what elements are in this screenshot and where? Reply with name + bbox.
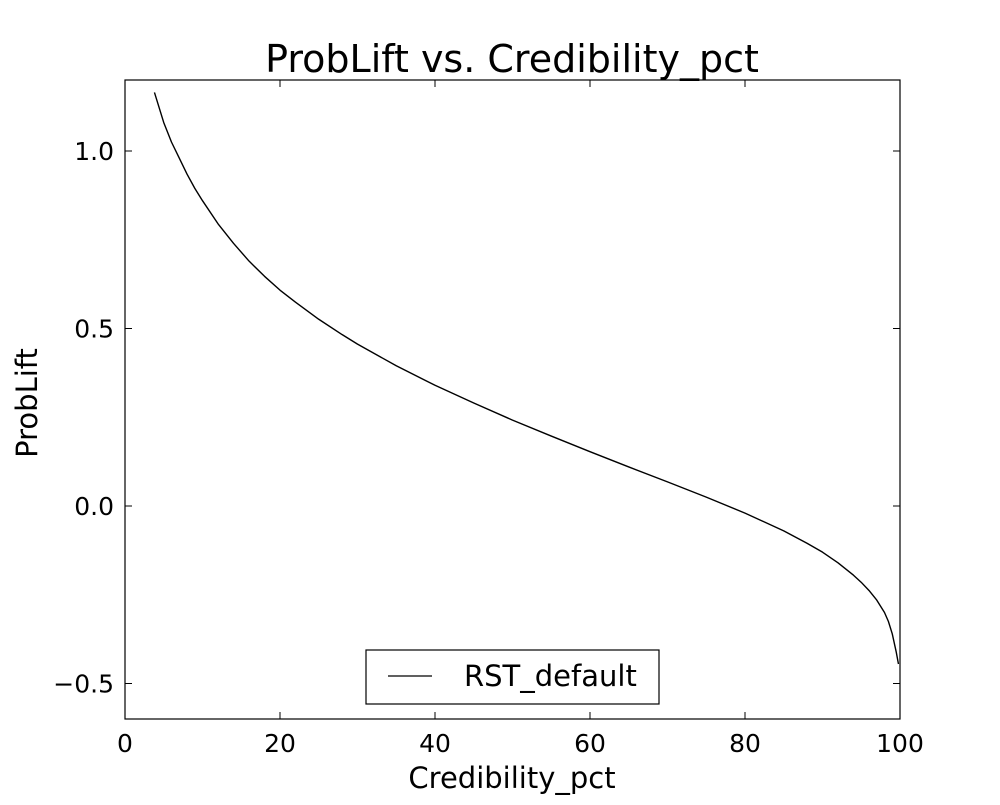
- x-tick-label: 0: [117, 729, 133, 758]
- x-axis-ticks: 0 20 40 60 80 100: [117, 80, 924, 758]
- y-tick-label: 1.0: [74, 137, 114, 166]
- y-tick-label: 0.5: [74, 315, 114, 344]
- y-tick-label: 0.0: [74, 492, 114, 521]
- legend-label: RST_default: [464, 659, 637, 693]
- series-line-rst-default: [153, 92, 900, 665]
- x-tick-label: 20: [264, 729, 296, 758]
- x-tick-label: 60: [574, 729, 606, 758]
- series-layer: [153, 92, 900, 665]
- x-axis-label: Credibility_pct: [408, 761, 615, 795]
- legend: RST_default: [365, 649, 660, 705]
- y-axis-label: ProbLift: [10, 348, 44, 458]
- x-tick-label: 100: [876, 729, 924, 758]
- chart-title: ProbLift vs. Credibility_pct: [265, 37, 759, 81]
- y-tick-label: −0.5: [53, 670, 114, 699]
- plot-area: [124, 79, 901, 720]
- x-tick-label: 40: [419, 729, 451, 758]
- y-axis-ticks: −0.5 0.0 0.5 1.0: [53, 137, 900, 699]
- x-tick-label: 80: [729, 729, 761, 758]
- legend-box: [365, 649, 660, 705]
